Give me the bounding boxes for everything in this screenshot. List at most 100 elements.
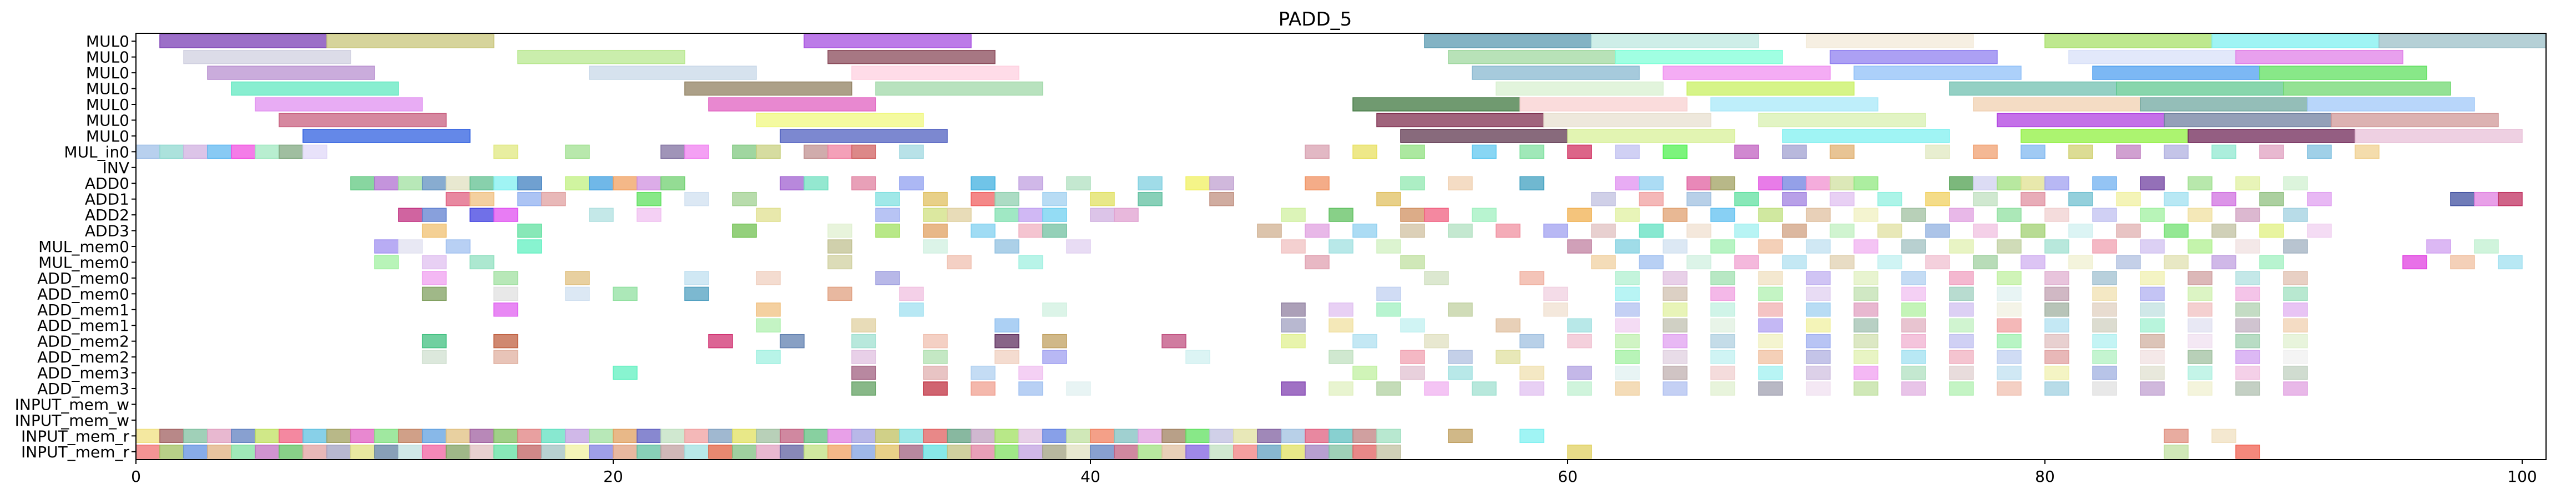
task-bar [1519, 334, 1544, 349]
task-bar [2211, 223, 2236, 238]
task-bar [326, 34, 494, 48]
task-bar [2474, 239, 2499, 254]
task-bar [1853, 318, 1878, 332]
task-bar [994, 239, 1019, 254]
task-bar [2259, 65, 2427, 80]
task-bar [1758, 176, 1783, 190]
task-bar [2068, 49, 2236, 64]
task-bar [1782, 191, 1807, 206]
task-bar [851, 65, 1019, 80]
task-bar [446, 429, 471, 443]
task-bar [2021, 223, 2045, 238]
task-bar [971, 429, 996, 443]
task-bar [1472, 144, 1497, 159]
task-bar [1615, 49, 1783, 64]
task-bar [1543, 113, 1711, 128]
task-bar [2116, 144, 2141, 159]
task-bar [374, 429, 399, 443]
task-bar [994, 208, 1019, 222]
task-bar [589, 429, 614, 443]
task-bar [1209, 429, 1234, 443]
task-bar [1448, 429, 1473, 443]
task-bar [1663, 208, 1688, 222]
task-bar [1090, 208, 1115, 222]
task-bars [135, 34, 2547, 459]
task-bar [1519, 429, 1544, 443]
task-bar [231, 445, 256, 459]
task-bar [1472, 381, 1497, 396]
task-bar [1710, 97, 1878, 112]
task-bar [2188, 208, 2213, 222]
task-bar [1472, 65, 1640, 80]
task-bar [517, 429, 542, 443]
y-tick-label: MUL0 [86, 64, 129, 82]
task-bar [422, 286, 447, 301]
task-bar [1806, 318, 1831, 332]
task-bar [517, 239, 542, 254]
task-bar [422, 223, 447, 238]
task-bar [1305, 255, 1330, 270]
task-bar [1114, 445, 1139, 459]
task-bar [2307, 144, 2332, 159]
task-bar [517, 223, 542, 238]
task-bar [326, 429, 351, 443]
task-bar [446, 239, 471, 254]
task-bar [1663, 350, 1688, 364]
task-bar [1018, 255, 1043, 270]
task-bar [1853, 271, 1878, 285]
task-bar [2140, 176, 2165, 190]
task-bar [637, 191, 661, 206]
task-bar [1949, 350, 1974, 364]
task-bar [541, 429, 566, 443]
task-bar [1042, 208, 1067, 222]
task-bar [923, 429, 948, 443]
task-bar [2140, 365, 2165, 380]
y-tick-label: ADD_mem1 [37, 316, 129, 335]
task-bar [2044, 318, 2069, 332]
task-bar [1329, 208, 1353, 222]
task-bar [1686, 255, 1711, 270]
task-bar [2450, 191, 2475, 206]
task-bar [2235, 365, 2260, 380]
task-bar [1997, 208, 2022, 222]
task-bar [756, 208, 781, 222]
task-bar [732, 429, 757, 443]
task-bar [2235, 271, 2260, 285]
y-tick-label: ADD_mem3 [37, 380, 129, 398]
task-bar [1567, 318, 1592, 332]
y-tick-label: ADD_mem0 [37, 285, 129, 303]
task-bar [1567, 129, 1735, 143]
task-bar [2498, 191, 2523, 206]
task-bar [2140, 350, 2165, 364]
task-bar [1448, 303, 1473, 317]
task-bar [279, 144, 304, 159]
task-bar [1352, 334, 1377, 349]
task-bar [613, 445, 638, 459]
task-bar [1925, 255, 1950, 270]
task-bar [660, 445, 685, 459]
task-bar [923, 191, 948, 206]
task-bar [1352, 97, 1521, 112]
task-bar [1042, 334, 1067, 349]
task-bar [1758, 334, 1783, 349]
task-bar [732, 223, 757, 238]
task-bar [2092, 208, 2117, 222]
task-bar [2068, 191, 2093, 206]
task-bar [2068, 223, 2093, 238]
x-tick-label: 100 [2507, 467, 2537, 486]
task-bar [279, 113, 447, 128]
task-bar [2283, 271, 2308, 285]
task-bar [565, 176, 590, 190]
y-tick-label: ADD_mem3 [37, 364, 129, 382]
task-bar [1806, 350, 1831, 364]
task-bar [899, 429, 924, 443]
task-bar [1281, 303, 1306, 317]
task-bar [1090, 445, 1115, 459]
task-bar [2450, 255, 2475, 270]
task-bar [159, 429, 184, 443]
task-bar [923, 365, 948, 380]
task-bar [1686, 176, 1711, 190]
task-bar [2140, 318, 2165, 332]
task-bar [2188, 129, 2356, 143]
task-bar [1519, 381, 1544, 396]
